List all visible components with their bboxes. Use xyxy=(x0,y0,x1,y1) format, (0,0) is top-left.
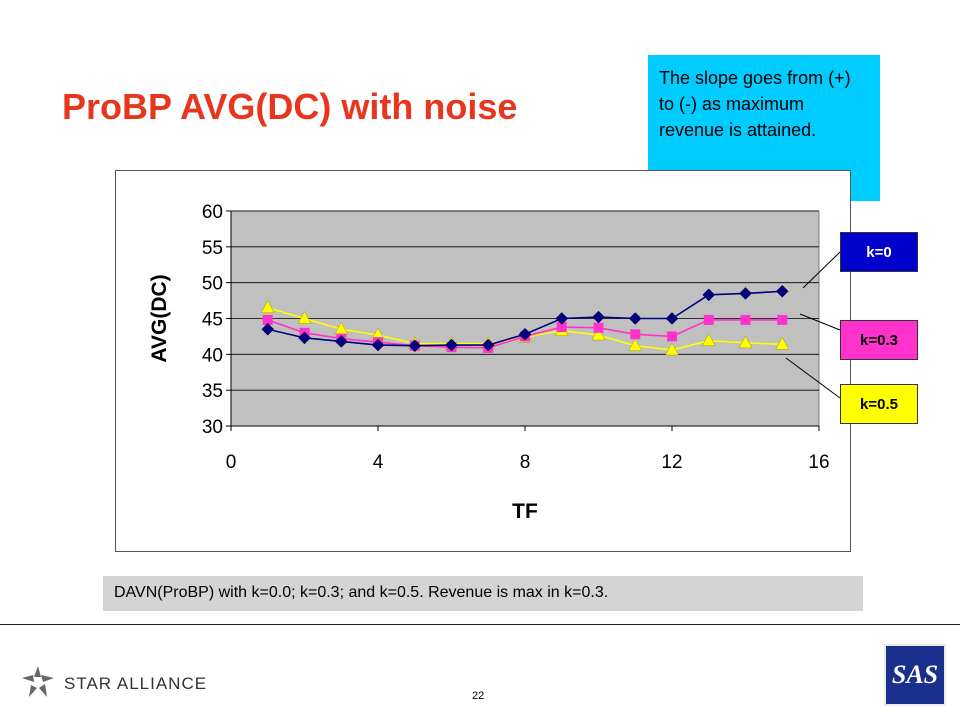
data-point xyxy=(260,300,275,313)
data-point xyxy=(628,338,643,351)
legend-item-k05: k=0.5 xyxy=(840,384,918,424)
leader-line-k05 xyxy=(785,357,841,399)
data-point xyxy=(665,312,679,325)
data-point xyxy=(555,312,569,325)
data-point xyxy=(334,335,348,348)
data-point xyxy=(593,322,604,333)
leader-line-k0 xyxy=(802,251,841,289)
y-tick-label: 40 xyxy=(202,345,223,366)
series-k0 xyxy=(261,284,789,353)
x-tick-label: 8 xyxy=(520,452,531,473)
x-tick-label: 12 xyxy=(661,452,682,473)
data-point xyxy=(775,336,790,350)
leader-line-k03 xyxy=(799,313,841,331)
y-tick-label: 55 xyxy=(202,238,223,259)
data-point xyxy=(556,322,567,333)
data-point xyxy=(740,314,751,325)
x-tick-label: 0 xyxy=(226,452,237,473)
data-point xyxy=(739,287,752,300)
figure-caption: DAVN(ProBP) with k=0.0; k=0.3; and k=0.5… xyxy=(103,576,863,611)
data-point xyxy=(371,338,385,352)
y-tick-label: 50 xyxy=(202,274,223,295)
data-point xyxy=(297,310,312,324)
line-chart: 30 35 40 45 50 55 60 0 4 8 12 16 TF AVG(DC) xyxy=(148,202,830,523)
data-point xyxy=(667,331,677,342)
sas-logo-text: SAS xyxy=(891,660,939,689)
y-tick-label: 60 xyxy=(202,202,223,223)
data-point xyxy=(703,314,714,325)
data-point xyxy=(592,310,605,324)
slide-title: ProBP AVG(DC) with noise xyxy=(62,86,518,127)
data-point xyxy=(262,314,273,325)
data-point xyxy=(408,339,422,353)
page-number: 22 xyxy=(472,690,485,702)
y-axis-label: AVG(DC) xyxy=(148,274,171,362)
x-tick-label: 16 xyxy=(808,452,829,473)
data-point xyxy=(445,338,458,352)
data-point xyxy=(702,288,716,302)
data-point xyxy=(481,338,495,352)
data-point xyxy=(738,335,753,349)
sas-logo: SAS xyxy=(884,644,946,706)
y-tick-label: 45 xyxy=(202,310,223,331)
x-axis-label: TF xyxy=(512,500,538,523)
x-tick-label: 4 xyxy=(373,452,384,473)
data-point xyxy=(630,329,641,340)
data-point xyxy=(665,342,679,356)
legend-item-k0: k=0 xyxy=(840,232,918,272)
data-point xyxy=(518,327,532,341)
star-alliance-text: STAR ALLIANCE xyxy=(64,674,208,693)
star-alliance-logo-icon xyxy=(22,666,54,697)
data-point xyxy=(701,333,716,346)
chart-frame: 30 35 40 45 50 55 60 0 4 8 12 16 TF AVG(DC) xyxy=(115,170,851,552)
data-point xyxy=(591,327,606,341)
data-point xyxy=(261,322,275,336)
y-tick-label: 30 xyxy=(202,417,223,438)
data-point xyxy=(777,314,788,325)
data-point xyxy=(628,312,642,325)
legend-item-k03: k=0.3 xyxy=(840,320,918,360)
footer-divider xyxy=(0,624,960,625)
y-tick-label: 35 xyxy=(202,381,223,402)
data-point xyxy=(775,284,789,298)
data-point xyxy=(298,331,311,345)
